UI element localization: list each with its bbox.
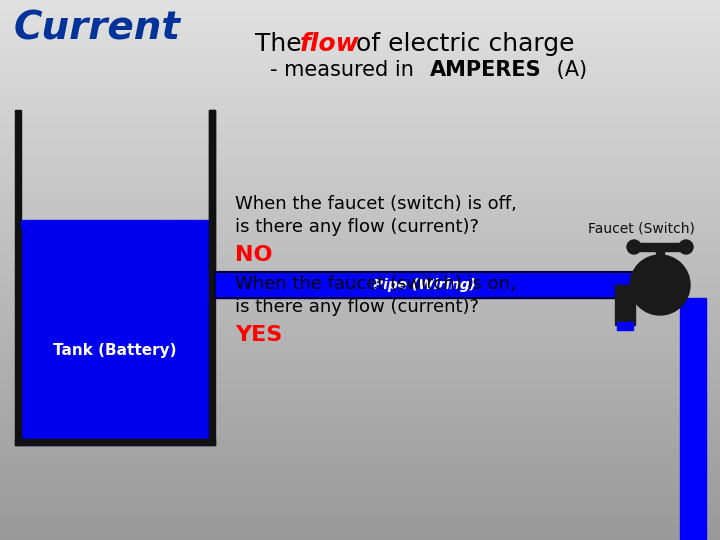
- Text: YES: YES: [235, 325, 282, 345]
- Bar: [639, 243, 681, 251]
- Bar: [21, 235, 209, 439]
- Text: is there any flow (current)?: is there any flow (current)?: [235, 298, 479, 316]
- Circle shape: [627, 240, 641, 254]
- Bar: [209, 110, 215, 445]
- Text: flow: flow: [300, 32, 360, 56]
- Bar: [15, 439, 215, 445]
- Bar: [15, 110, 21, 445]
- Text: Tank (Battery): Tank (Battery): [53, 342, 176, 357]
- Text: When the faucet (switch) is off,: When the faucet (switch) is off,: [235, 195, 517, 213]
- Text: The: The: [255, 32, 310, 56]
- Bar: [615, 285, 635, 325]
- Bar: [215, 272, 635, 298]
- Bar: [209, 110, 215, 272]
- Bar: [656, 245, 664, 257]
- Text: When the faucet (switch) is on,: When the faucet (switch) is on,: [235, 275, 516, 293]
- Text: - measured in: - measured in: [270, 60, 420, 80]
- Text: Faucet (Switch): Faucet (Switch): [588, 221, 695, 235]
- Text: is there any flow (current)?: is there any flow (current)?: [235, 218, 479, 236]
- Text: Current: Current: [14, 10, 181, 48]
- Bar: [215, 272, 635, 298]
- Text: NO: NO: [235, 245, 272, 265]
- Text: Pipe (Wiring): Pipe (Wiring): [374, 278, 477, 292]
- Bar: [617, 322, 633, 330]
- Text: AMPERES: AMPERES: [430, 60, 541, 80]
- Bar: [680, 298, 706, 540]
- Circle shape: [630, 255, 690, 315]
- Text: of electric charge: of electric charge: [348, 32, 575, 56]
- Circle shape: [679, 240, 693, 254]
- Text: (A): (A): [550, 60, 587, 80]
